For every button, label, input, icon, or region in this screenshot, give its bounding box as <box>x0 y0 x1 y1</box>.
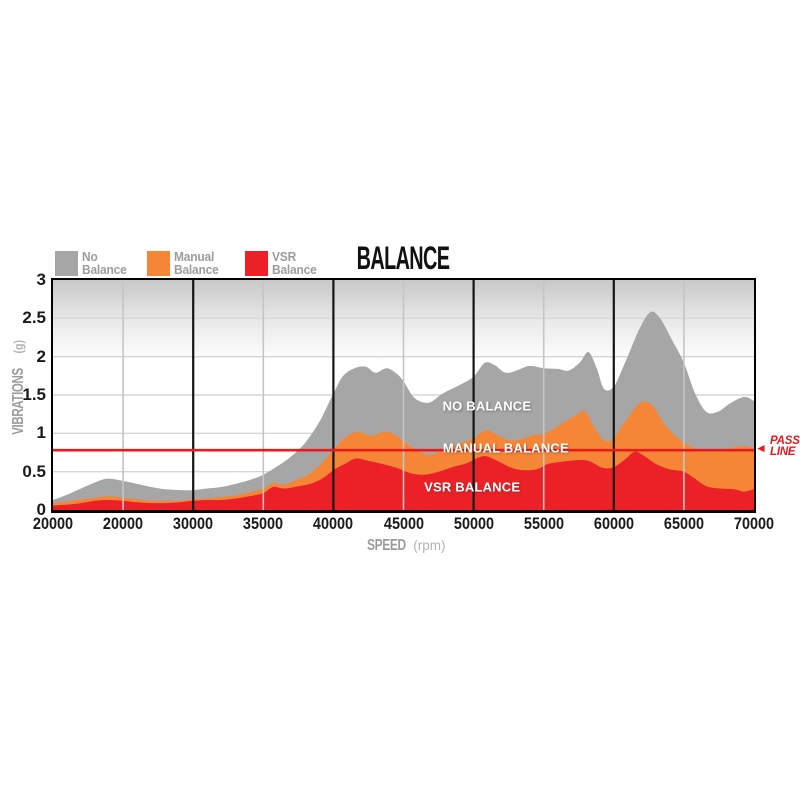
y-tick-label: 1.5 <box>22 385 46 404</box>
x-tick-label: 55000 <box>523 514 564 533</box>
y-tick-label: 1 <box>36 423 46 443</box>
area-label-vsr-balance: VSR BALANCE <box>424 479 521 495</box>
chart-title: BALANCE <box>356 240 450 276</box>
y-tick-label: 2.5 <box>22 308 46 328</box>
no-balance-swatch <box>55 251 78 276</box>
x-tick-label: 70000 <box>733 514 775 533</box>
y-tick-label: 3 <box>36 270 46 289</box>
x-axis-title: SPEED (rpm) <box>361 537 446 555</box>
pass-line-label: PASS LINE <box>770 435 800 458</box>
pass-line-arrow-icon: ◄ <box>755 441 767 455</box>
x-tick-label: 20000 <box>32 514 74 533</box>
x-tick-label: 30000 <box>173 514 214 533</box>
x-tick-label: 20000 <box>102 514 144 533</box>
y-tick-label: 0.5 <box>22 461 46 481</box>
legend-label-no-balance: No Balance <box>82 249 127 277</box>
x-tick-label: 60000 <box>593 514 634 533</box>
x-tick-label: 45000 <box>383 514 424 533</box>
area-label-manual-balance: MANUAL BALANCE <box>442 440 569 456</box>
x-tick-label: 40000 <box>313 514 354 533</box>
manual-balance-swatch <box>147 251 170 276</box>
x-tick-label: 50000 <box>453 514 494 533</box>
x-axis-title-text: SPEED <box>366 537 406 554</box>
vsr-balance-swatch <box>245 251 268 276</box>
x-axis-unit: (rpm) <box>413 538 446 553</box>
legend-label-vsr-balance: VSR Balance <box>272 249 317 277</box>
y-tick-label: 2 <box>36 346 46 366</box>
legend-item-vsr-balance: VSR Balance <box>245 249 320 277</box>
x-tick-label: 65000 <box>663 514 704 533</box>
area-label-no-balance: NO BALANCE <box>442 398 532 414</box>
y-axis-title: VIBRATIONS (g) <box>10 338 28 447</box>
y-axis-title-text: VIBRATIONS <box>10 368 27 435</box>
legend-label-manual-balance: Manual Balance <box>174 249 219 277</box>
legend-item-no-balance: No Balance <box>55 249 130 277</box>
plot-svg <box>53 280 754 510</box>
y-tick-label: 0 <box>36 500 46 519</box>
y-axis-unit: (g) <box>12 339 26 354</box>
x-tick-label: 35000 <box>243 514 284 533</box>
plot-area: NO BALANCE MANUAL BALANCE VSR BALANCE <box>51 278 756 513</box>
legend-item-manual-balance: Manual Balance <box>147 249 222 277</box>
